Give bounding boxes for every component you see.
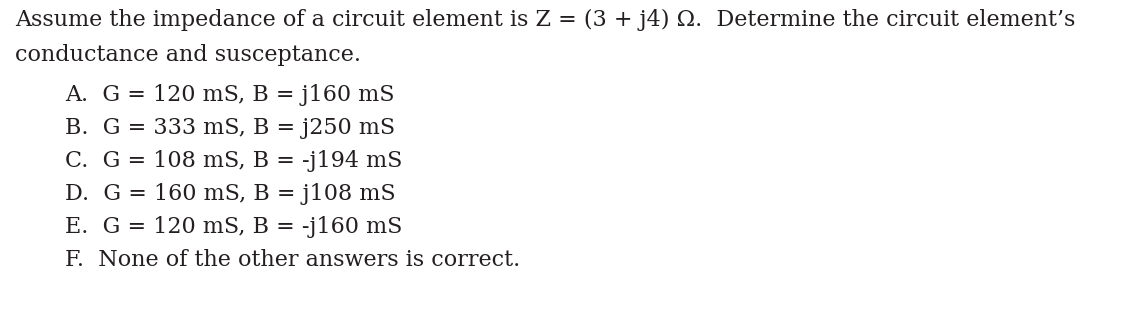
Text: F.  None of the other answers is correct.: F. None of the other answers is correct. [65, 249, 520, 271]
Text: A.  G = 120 mS, B = j160 mS: A. G = 120 mS, B = j160 mS [65, 84, 394, 106]
Text: D.  G = 160 mS, B = j108 mS: D. G = 160 mS, B = j108 mS [65, 183, 396, 205]
Text: B.  G = 333 mS, B = j250 mS: B. G = 333 mS, B = j250 mS [65, 117, 396, 139]
Text: conductance and susceptance.: conductance and susceptance. [15, 44, 361, 66]
Text: E.  G = 120 mS, B = -j160 mS: E. G = 120 mS, B = -j160 mS [65, 216, 402, 238]
Text: C.  G = 108 mS, B = -j194 mS: C. G = 108 mS, B = -j194 mS [65, 150, 402, 172]
Text: Assume the impedance of a circuit element is Z = (3 + j4) Ω.  Determine the circ: Assume the impedance of a circuit elemen… [15, 9, 1075, 31]
